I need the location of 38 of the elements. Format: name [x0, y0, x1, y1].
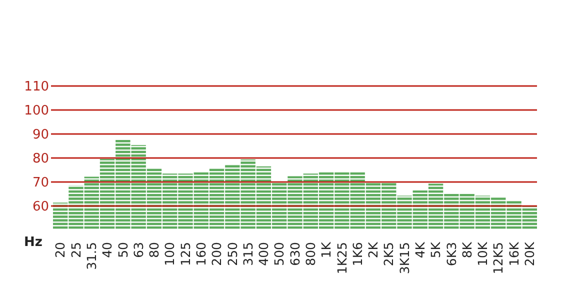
x-tick-label: 1K	[318, 241, 334, 258]
x-tick-label: 315	[240, 242, 256, 266]
x-axis-title: Hz	[24, 235, 42, 250]
x-tick-label: 630	[287, 242, 302, 266]
x-tick-label: 10K	[475, 241, 490, 266]
x-tick-label: 400	[256, 242, 272, 266]
x-tick-label: 40	[100, 242, 115, 258]
x-tick-label: 20	[52, 242, 68, 258]
x-tick-label: 2K5	[381, 242, 396, 266]
x-tick-label: 160	[194, 242, 209, 266]
y-tick-label: 110	[24, 80, 49, 95]
y-tick-label: 80	[32, 152, 49, 167]
x-tick-label: 4K	[412, 241, 428, 258]
y-tick-label: 100	[24, 104, 49, 119]
x-tick-label: 80	[146, 242, 162, 258]
y-tick-label: 60	[32, 200, 49, 215]
x-tick-label: 25	[68, 242, 84, 258]
x-tick-label: 250	[224, 242, 240, 266]
x-tick-label: 1K25	[334, 242, 350, 274]
x-tick-label: 16K	[506, 241, 522, 266]
y-tick-label: 90	[32, 128, 49, 143]
x-tick-label: 1K6	[350, 242, 365, 266]
x-tick-label: 200	[209, 242, 224, 266]
y-tick-label: 70	[32, 176, 49, 191]
x-tick-label: 50	[115, 242, 130, 258]
x-tick-label: 31.5	[84, 242, 100, 270]
x-tick-label: 3K15	[396, 242, 412, 274]
x-tick-label: 500	[272, 242, 287, 266]
x-tick-label: 6K3	[444, 242, 459, 266]
x-tick-label: 20K	[522, 241, 538, 266]
x-tick-label: 8K	[459, 241, 474, 258]
x-tick-label: 63	[130, 242, 146, 258]
x-tick-label: 125	[178, 242, 193, 266]
x-tick-label: 100	[162, 242, 178, 266]
x-tick-label: 800	[303, 242, 318, 266]
x-tick-label: 12K5	[490, 242, 506, 274]
x-tick-label: 2K	[366, 241, 381, 258]
x-tick-label: 5K	[428, 241, 444, 258]
